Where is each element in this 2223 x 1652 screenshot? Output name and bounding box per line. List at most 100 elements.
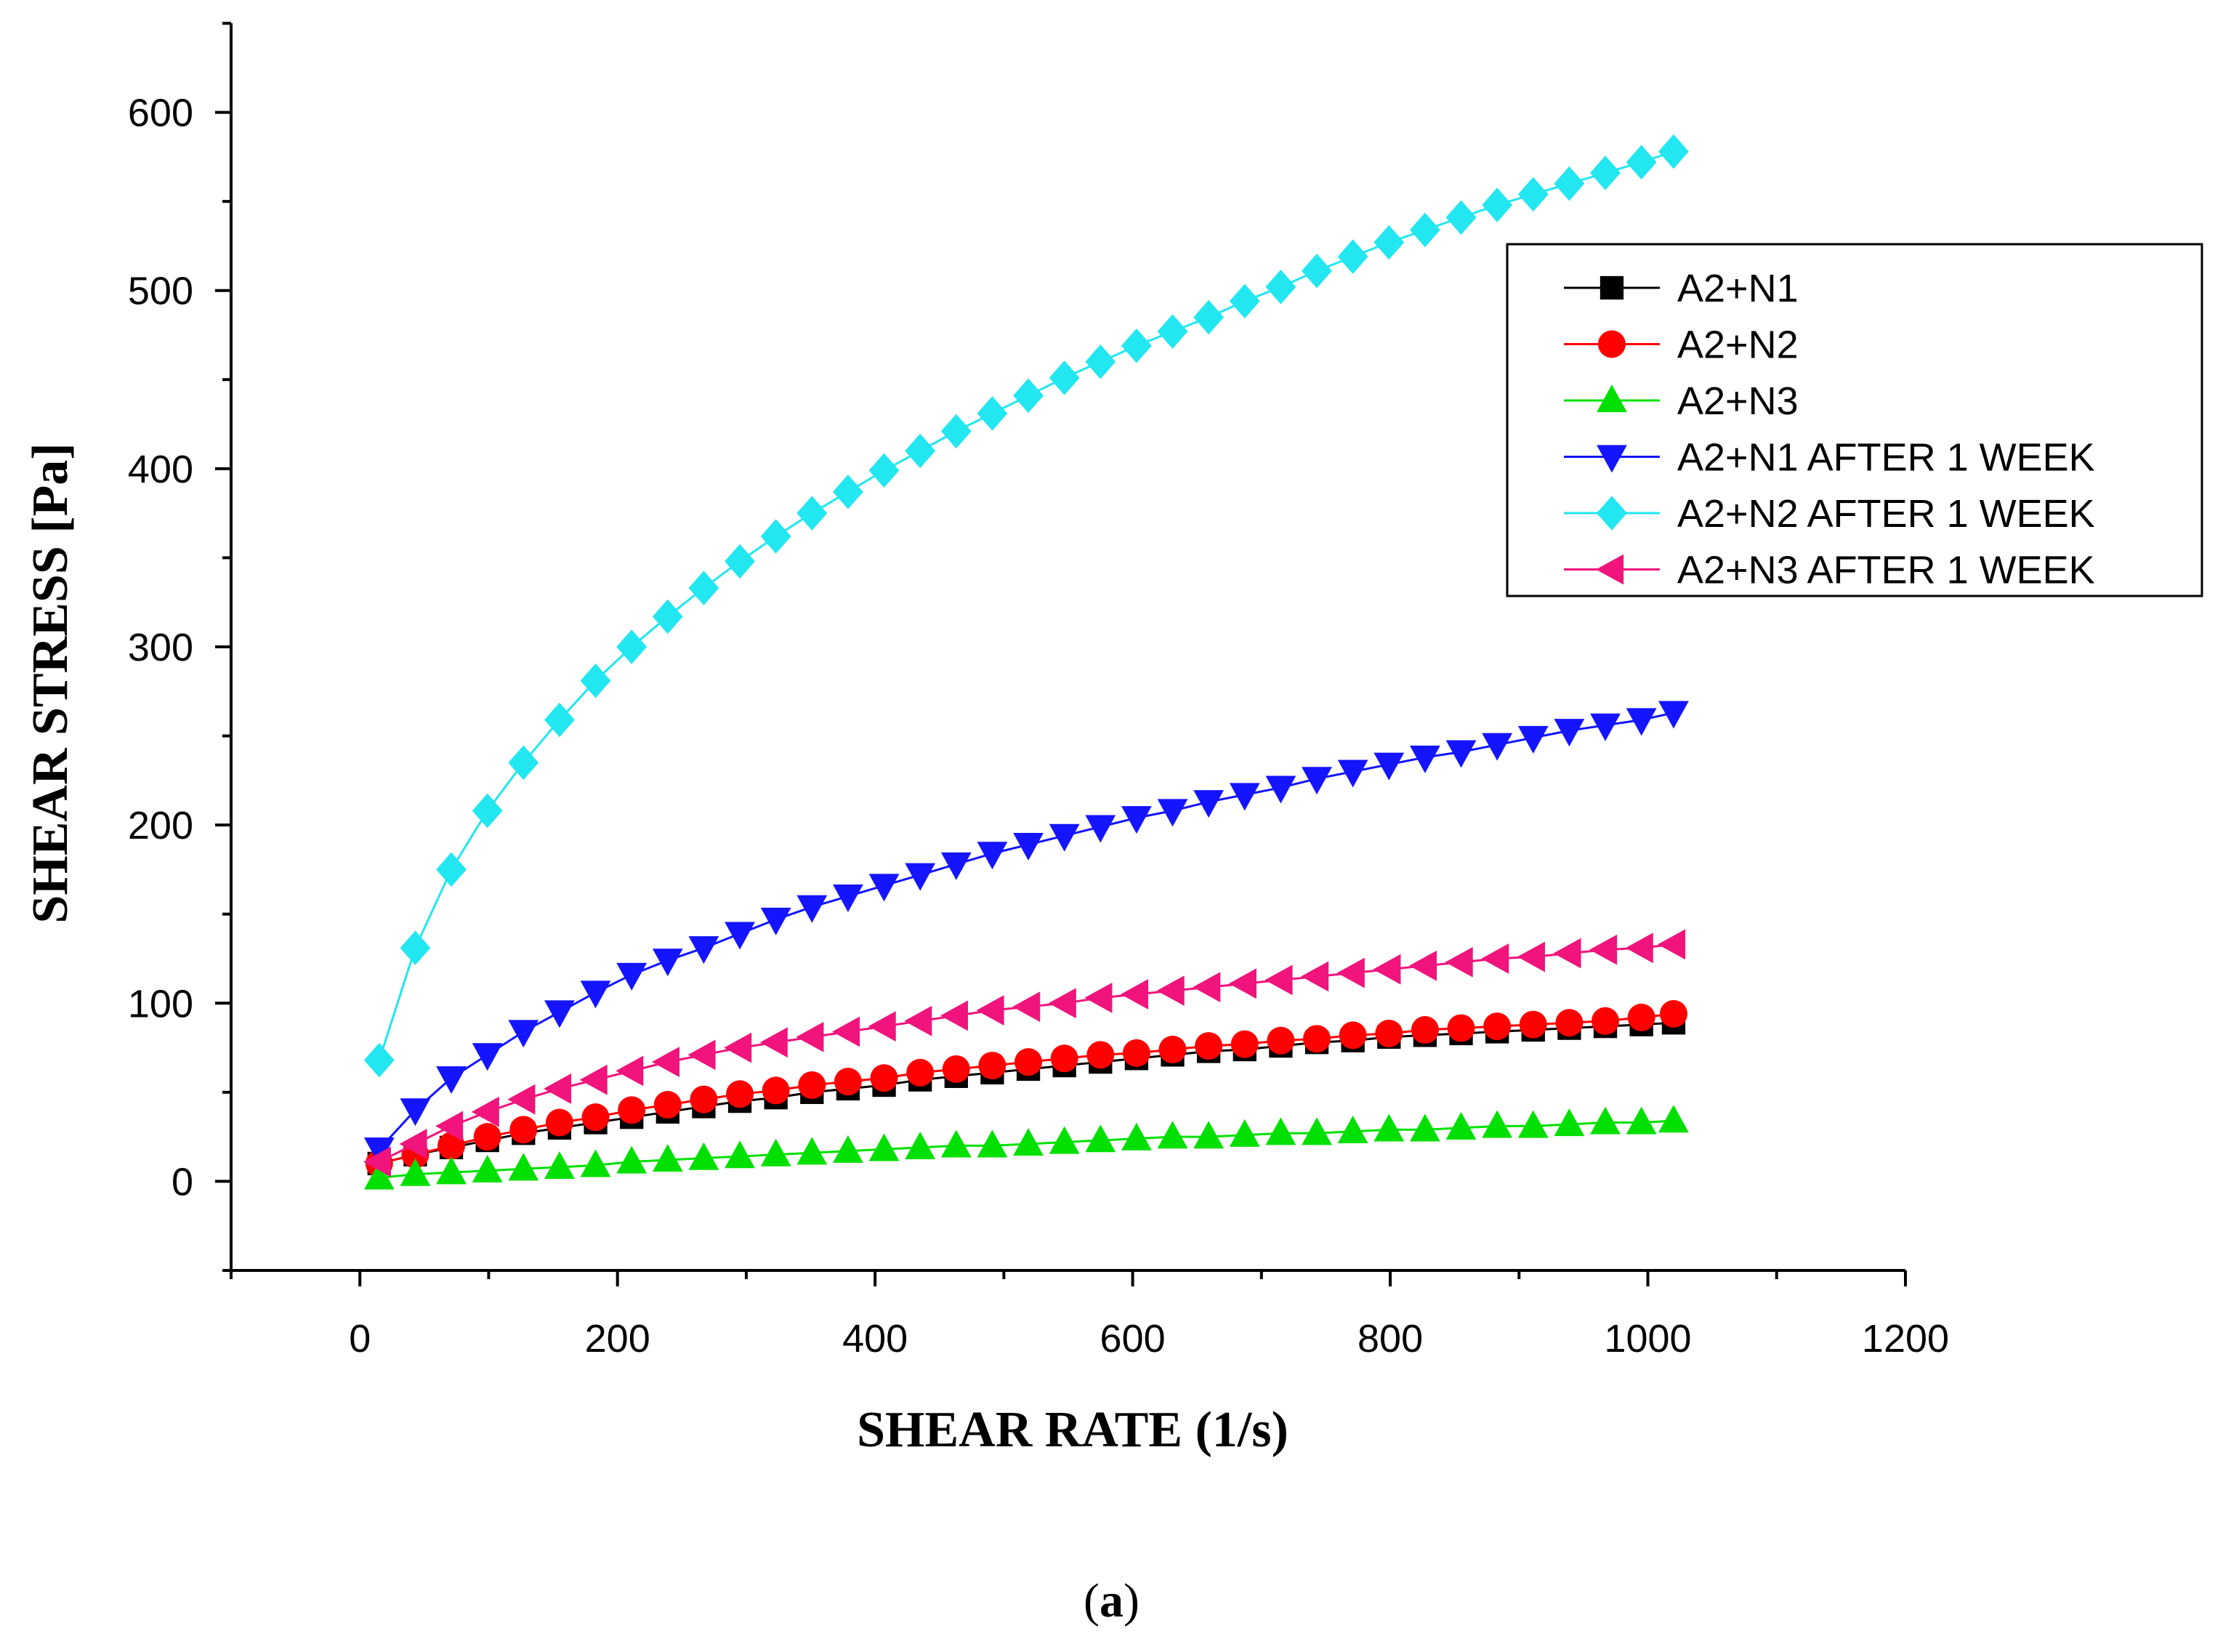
x-tick-label: 0 — [349, 1317, 371, 1361]
data-point — [1157, 799, 1188, 827]
data-point — [1121, 979, 1149, 1010]
data-point — [762, 1076, 790, 1105]
x-tick-label: 1000 — [1604, 1317, 1691, 1361]
data-point — [1228, 968, 1256, 999]
y-tick-label: 200 — [128, 804, 193, 847]
data-point — [544, 1000, 575, 1028]
data-point — [940, 1000, 968, 1031]
y-axis-title: SHEAR STRESS [Pa] — [23, 443, 78, 923]
legend-entry: A2+N2 — [1564, 323, 1799, 367]
data-point — [1375, 1019, 1403, 1047]
data-point — [400, 930, 431, 966]
data-point — [1517, 725, 1549, 754]
data-point — [544, 1151, 575, 1179]
data-point — [1265, 1117, 1296, 1145]
data-point — [1302, 1117, 1332, 1145]
data-point — [509, 1116, 538, 1144]
data-point — [868, 453, 900, 488]
data-point — [581, 1103, 610, 1132]
data-point — [978, 1052, 1006, 1080]
data-point — [436, 1066, 467, 1095]
data-point — [1482, 733, 1513, 761]
y-tick-label: 100 — [128, 982, 193, 1026]
legend-marker — [1597, 384, 1627, 413]
data-point — [1445, 740, 1477, 768]
data-point — [904, 1005, 932, 1036]
data-point — [1658, 1105, 1689, 1133]
x-tick-label: 400 — [842, 1317, 908, 1361]
data-point — [1517, 1110, 1549, 1138]
data-point — [726, 1080, 754, 1108]
data-point — [1229, 1119, 1260, 1147]
data-point — [1339, 1021, 1367, 1049]
data-point — [652, 1144, 683, 1172]
y-tick-label: 400 — [128, 448, 193, 491]
data-point — [1265, 775, 1296, 804]
data-point — [1158, 1036, 1187, 1064]
data-point — [1303, 1025, 1331, 1053]
data-point — [1048, 988, 1076, 1019]
data-point — [1302, 253, 1332, 289]
data-point — [399, 1129, 427, 1159]
data-point — [652, 948, 683, 977]
data-point — [725, 1140, 755, 1169]
data-point — [833, 474, 863, 509]
data-point — [1049, 823, 1080, 852]
data-point — [363, 1042, 395, 1078]
data-point — [906, 1058, 935, 1087]
legend-entry: A2+N3 — [1564, 379, 1799, 423]
data-point — [507, 1084, 536, 1115]
caption-letter: a — [1100, 1574, 1123, 1627]
legend-label: A2+N2 — [1677, 323, 1799, 367]
data-point — [688, 936, 719, 964]
data-point — [1229, 283, 1260, 319]
data-point — [616, 1055, 644, 1087]
data-point — [436, 1156, 467, 1185]
data-point — [1483, 1012, 1512, 1041]
data-point — [1626, 708, 1657, 736]
data-point — [905, 433, 936, 469]
y-tick-label: 500 — [128, 270, 193, 313]
data-point — [435, 1111, 464, 1142]
legend-marker — [1598, 330, 1626, 358]
data-point — [508, 745, 539, 781]
legend-label: A2+N1 — [1677, 267, 1799, 310]
data-point — [1447, 1014, 1475, 1042]
y-tick-label: 300 — [128, 626, 193, 669]
data-point — [1121, 1122, 1152, 1151]
y-tick-label: 0 — [172, 1160, 193, 1204]
data-point — [977, 842, 1008, 870]
data-point — [690, 1085, 718, 1113]
x-axis-title: SHEAR RATE (1/s) — [857, 1402, 1288, 1458]
data-point — [796, 1021, 824, 1052]
legend-label: A2+N3 — [1677, 379, 1799, 423]
x-tick-label: 600 — [1100, 1317, 1166, 1361]
data-point — [1411, 1016, 1439, 1044]
data-point — [1013, 378, 1044, 414]
data-point — [1625, 932, 1653, 964]
data-point — [760, 519, 791, 554]
data-point — [1410, 212, 1440, 248]
legend-entry: A2+N1 — [1564, 267, 1799, 310]
data-point — [508, 1153, 539, 1181]
data-point — [833, 885, 863, 913]
data-point — [1195, 1032, 1223, 1060]
data-point — [1336, 957, 1365, 988]
data-point — [1626, 1106, 1657, 1135]
legend-marker — [1597, 496, 1627, 531]
series-5 — [363, 134, 1689, 1078]
data-point — [580, 1149, 611, 1177]
data-point — [1373, 225, 1405, 260]
data-point — [1373, 1113, 1405, 1142]
data-point — [1084, 983, 1113, 1013]
data-point — [832, 1016, 860, 1047]
data-point — [471, 1096, 499, 1127]
data-point — [616, 1145, 647, 1174]
data-point — [437, 1132, 466, 1160]
series-3 — [363, 1105, 1689, 1190]
data-point — [652, 599, 683, 634]
data-point — [725, 922, 755, 950]
data-point — [1373, 954, 1401, 985]
data-point — [1265, 270, 1296, 305]
data-point — [1627, 1003, 1655, 1031]
